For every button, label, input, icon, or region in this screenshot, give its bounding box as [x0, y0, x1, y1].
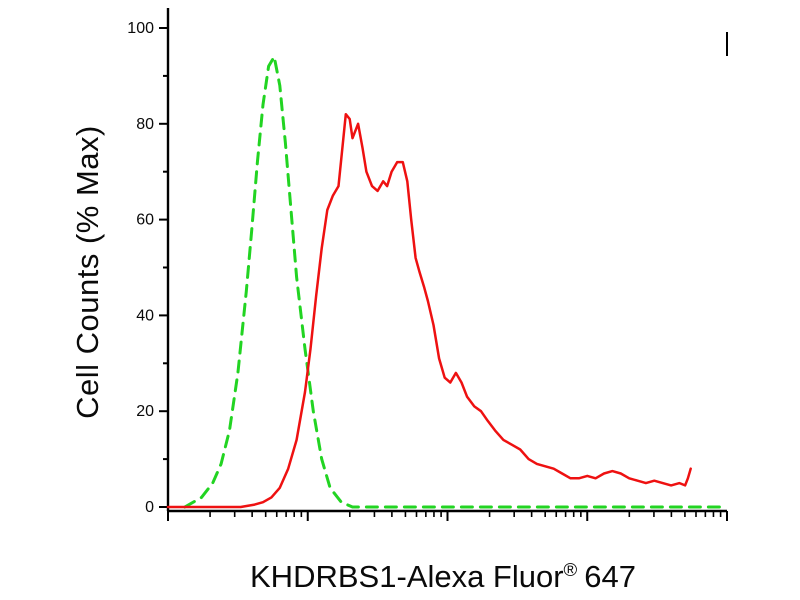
y-tick-label: 20 — [136, 403, 154, 420]
x-axis-label-suffix: 647 — [584, 559, 636, 595]
y-tick-label: 60 — [136, 212, 154, 229]
series-red-solid — [166, 112, 692, 509]
y-tick-label: 100 — [127, 20, 154, 37]
x-axis-label: KHDRBS1-Alexa Fluor® 647 — [250, 559, 636, 595]
registered-trademark-symbol: ® — [563, 558, 578, 580]
y-tick-label: 40 — [136, 307, 154, 324]
y-tick-label: 0 — [145, 499, 154, 516]
series-green-dashed — [183, 55, 729, 509]
x-axis-label-main: KHDRBS1-Alexa Fluor — [250, 559, 564, 595]
y-tick-label: 80 — [136, 116, 154, 133]
y-axis-label: Cell Counts (% Max) — [70, 125, 105, 419]
